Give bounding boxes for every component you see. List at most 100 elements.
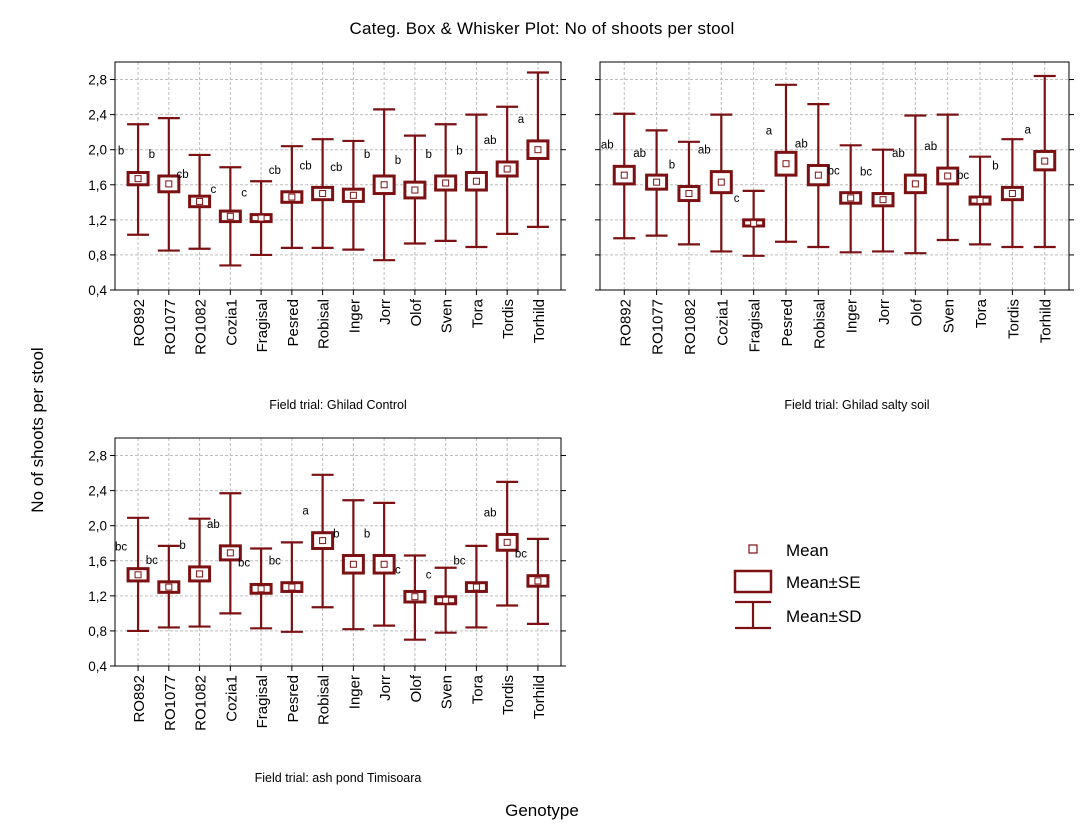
x-tick-label: Tordis: [1005, 299, 1022, 339]
x-tick-label: Torhild: [531, 675, 548, 719]
box-tordis: b: [992, 138, 1024, 249]
box-cozia1: ab: [698, 113, 733, 253]
x-tick-label: RO892: [131, 299, 148, 347]
x-tick-label: Pesred: [285, 299, 302, 347]
mean-point: [717, 178, 725, 186]
x-tick-label: Tora: [469, 674, 486, 704]
y-tick-label: 1,2: [88, 213, 107, 228]
x-tick-label: Inger: [346, 675, 363, 709]
significance-letter: bc: [515, 549, 527, 561]
significance-letter: c: [395, 564, 401, 576]
box-fragisal: bc: [238, 547, 273, 630]
mean-point: [349, 560, 357, 568]
x-tick-label: Jorr: [876, 299, 893, 325]
significance-letter: a: [1025, 124, 1032, 136]
box-fragisal: c: [734, 189, 766, 257]
significance-letter: b: [992, 160, 998, 172]
mean-point: [319, 190, 327, 198]
y-tick-label: 2,8: [88, 449, 107, 464]
x-tick-label: RO892: [131, 675, 148, 723]
box-jorr: bc: [860, 148, 895, 253]
mean-point: [134, 571, 142, 579]
x-tick-label: Cozia1: [223, 675, 240, 722]
mean-point: [782, 160, 790, 168]
box-sven: c: [426, 566, 458, 634]
x-axis-label: Genotype: [505, 801, 579, 820]
x-tick-label: Robisal: [811, 299, 828, 349]
legend-mean-symbol: [748, 544, 758, 554]
mean-point: [411, 593, 419, 601]
box-ro1077: ab: [633, 129, 669, 237]
mean-point: [349, 191, 357, 199]
x-tick-label: RO1082: [682, 299, 699, 355]
significance-letter: ab: [484, 135, 497, 147]
box-sven: ab: [924, 113, 960, 242]
significance-letter: ab: [484, 507, 497, 519]
box-olof: c: [395, 554, 427, 641]
x-tick-label: Pesred: [285, 675, 302, 723]
x-tick-label: Olof: [908, 298, 925, 326]
y-tick-label: 0,4: [88, 659, 107, 674]
box-torhild: a: [518, 71, 550, 228]
x-tick-label: Tordis: [500, 675, 517, 715]
x-tick-label: Robisal: [316, 675, 333, 725]
box-pesred: a: [766, 83, 798, 243]
mean-point: [503, 165, 511, 173]
significance-letter: a: [302, 506, 309, 518]
significance-letter: cb: [330, 162, 342, 174]
box-ro1077: b: [149, 117, 181, 252]
plot-frame: [599, 61, 1070, 291]
box-pesred: cb: [269, 145, 304, 250]
box-torhild: bc: [515, 537, 550, 626]
box-ro1082: b: [669, 140, 701, 246]
significance-letter: c: [734, 193, 740, 205]
box-jorr: b: [364, 108, 396, 262]
box-tora: bc: [957, 155, 992, 246]
significance-letter: b: [425, 149, 431, 161]
x-tick-label: RO1082: [193, 299, 210, 355]
x-tick-label: Olof: [408, 298, 425, 326]
box-tora: b: [456, 113, 488, 249]
significance-letter: ab: [698, 145, 711, 157]
significance-letter: bc: [115, 542, 127, 554]
mean-point: [1041, 157, 1049, 165]
significance-letter: ab: [795, 138, 808, 150]
box-cozia1: c: [210, 166, 242, 267]
mean-point: [534, 577, 542, 585]
mean-point: [944, 172, 952, 180]
mean-point: [165, 583, 173, 591]
significance-letter: a: [766, 125, 773, 137]
significance-letter: b: [364, 529, 370, 541]
mean-point: [380, 560, 388, 568]
significance-letter: cb: [177, 169, 189, 181]
mean-point: [442, 179, 450, 187]
mean-point: [257, 585, 265, 593]
significance-letter: ab: [633, 148, 646, 160]
panel-subtitle-ghilad-control: Field trial: Ghilad Control: [269, 398, 407, 412]
x-tick-label: Tordis: [500, 299, 517, 339]
y-tick-label: 1,6: [88, 554, 107, 569]
chart-title: Categ. Box & Whisker Plot: No of shoots …: [349, 19, 735, 38]
plot-frame: [114, 61, 562, 291]
box-robisal: cb: [300, 138, 335, 250]
mean-point: [620, 171, 628, 179]
mean-point: [226, 212, 234, 220]
box-tordis: ab: [484, 480, 519, 607]
box-inger: bc: [828, 144, 863, 254]
y-tick-label: 1,2: [88, 589, 107, 604]
significance-letter: ab: [207, 519, 220, 531]
x-tick-label: RO1077: [162, 675, 179, 731]
box-olof: ab: [892, 114, 927, 255]
mean-point: [165, 180, 173, 188]
chart-panel-1: 0,4 0,8 1,2 1,6 2,0 2,4 2,8 RO892 RO1077 RO1082 Co…: [88, 61, 566, 355]
box-ro892: b: [118, 123, 150, 236]
significance-letter: ab: [601, 139, 614, 151]
mean-point: [472, 177, 480, 185]
box-inger: cb: [330, 139, 365, 251]
mean-point: [911, 180, 919, 188]
significance-letter: c: [426, 570, 432, 582]
significance-letter: b: [333, 529, 339, 541]
x-tick-label: Jorr: [377, 675, 394, 701]
box-torhild: a: [1025, 74, 1057, 249]
x-tick-label: Jorr: [377, 299, 394, 325]
